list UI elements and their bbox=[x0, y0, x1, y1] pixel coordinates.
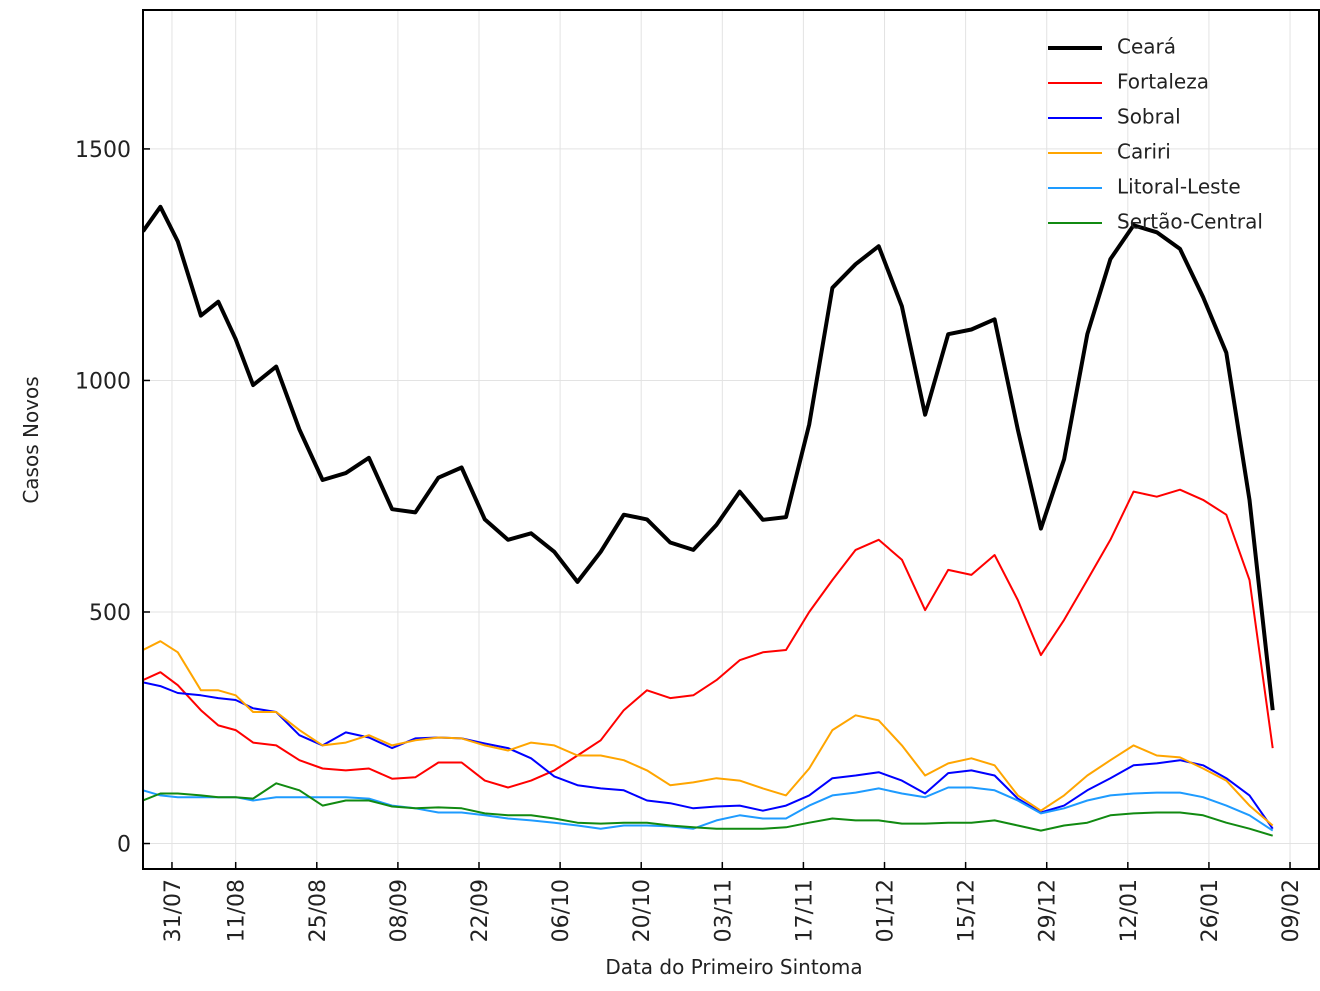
x-tick-label: 12/01 bbox=[1117, 879, 1142, 942]
x-tick-label: 26/01 bbox=[1198, 879, 1223, 942]
legend-label: Sertão-Central bbox=[1117, 210, 1263, 234]
legend-label: Cariri bbox=[1117, 140, 1171, 164]
line-series bbox=[143, 681, 1274, 830]
x-tick-label: 29/12 bbox=[1036, 879, 1061, 942]
legend-label: Ceará bbox=[1117, 35, 1176, 59]
x-axis-label: Data do Primeiro Sintoma bbox=[605, 955, 862, 979]
x-tick-label: 03/11 bbox=[711, 879, 736, 942]
legend-label: Litoral-Leste bbox=[1117, 175, 1241, 199]
x-tick-label: 25/08 bbox=[306, 879, 331, 942]
line-series bbox=[143, 488, 1274, 789]
y-tick-label: 0 bbox=[117, 833, 131, 858]
x-tick-label: 08/09 bbox=[387, 879, 412, 942]
x-tick-label: 06/10 bbox=[549, 879, 574, 942]
line-series bbox=[143, 640, 1274, 827]
x-tick-label: 01/12 bbox=[874, 879, 899, 942]
y-tick-label: 500 bbox=[89, 601, 131, 626]
x-tick-label: 31/07 bbox=[161, 879, 186, 942]
y-tick-label: 1500 bbox=[75, 138, 131, 163]
plot-frame bbox=[142, 9, 1320, 870]
line-series bbox=[143, 204, 1275, 711]
x-tick-label: 22/09 bbox=[468, 879, 493, 942]
line-series bbox=[143, 786, 1274, 832]
legend-label: Fortaleza bbox=[1117, 70, 1209, 94]
x-tick-label: 09/02 bbox=[1279, 879, 1304, 942]
line-series bbox=[143, 782, 1273, 837]
x-tick-label: 17/11 bbox=[792, 879, 817, 942]
x-tick-label: 15/12 bbox=[955, 879, 980, 942]
x-tick-label: 11/08 bbox=[225, 879, 250, 942]
x-tick-label: 20/10 bbox=[630, 879, 655, 942]
y-axis-label: Casos Novos bbox=[19, 376, 43, 503]
y-tick-label: 1000 bbox=[75, 369, 131, 394]
legend-label: Sobral bbox=[1117, 105, 1181, 129]
